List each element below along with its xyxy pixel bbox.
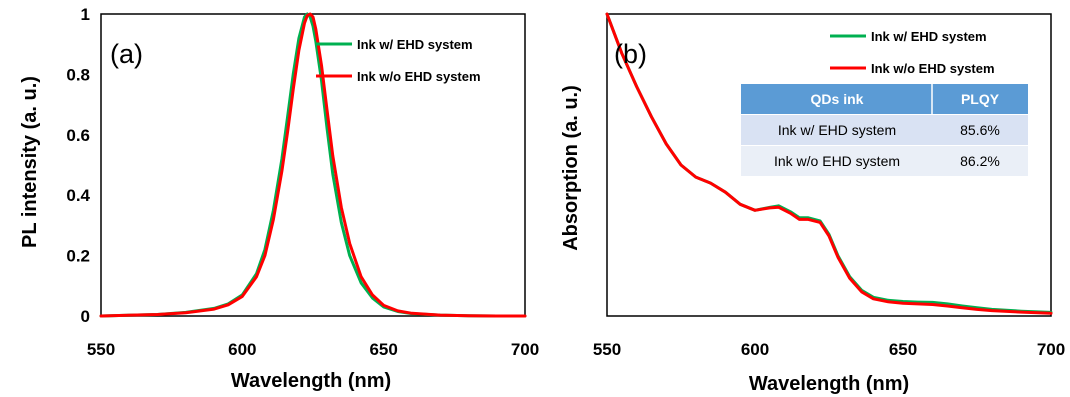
panel-a-legend-label-1: Ink w/ EHD system: [357, 37, 473, 52]
panel-a-series-lines: [99, 12, 527, 318]
plqy-table-header-bg: [741, 84, 1028, 114]
plqy-table: QDs ink PLQY Ink w/ EHD system 85.6% Ink…: [741, 84, 1028, 176]
panel-b-plot-frame: [606, 13, 1052, 317]
plqy-table-header-col1: QDs ink: [811, 91, 864, 107]
panel-a-x-tick-labels: 550 600 650 700: [87, 340, 539, 359]
panel-b-legend: Ink w/ EHD system Ink w/o EHD system: [830, 29, 995, 76]
panel-b-series-lines: [605, 12, 1053, 315]
panel-a-y-tick-1: 0.2: [66, 247, 90, 266]
panel-a-legend-label-2: Ink w/o EHD system: [357, 69, 481, 84]
panel-a-series-line-2: [99, 12, 527, 318]
panel-a-pl-chart: 0 0.2 0.4 0.6 0.8 1 550 600 650 700 (a) Waveleng…: [19, 5, 539, 392]
panel-a-y-tick-4: 0.8: [66, 65, 90, 84]
plqy-table-row-1-col1: Ink w/ EHD system: [778, 122, 896, 138]
panel-b-absorption-chart: 550 600 650 700 (b) Wavelength (nm) Absorpt…: [560, 12, 1065, 395]
panel-a-x-axis-title: Wavelength (nm): [231, 370, 391, 392]
panel-a-y-tick-0: 0: [81, 307, 90, 326]
panel-b-x-tick-2: 650: [889, 340, 917, 359]
plqy-table-row-2-col2: 86.2%: [960, 153, 1000, 169]
panel-a-y-axis-title: PL intensity (a. u.): [19, 76, 41, 248]
plqy-table-row-1-bg: [741, 115, 1028, 145]
panel-b-series-line-2: [605, 12, 1053, 315]
panel-a-x-tick-1: 600: [228, 340, 256, 359]
panel-a-y-tick-labels: 0 0.2 0.4 0.6 0.8 1: [66, 5, 90, 326]
panel-a-series-line-1: [99, 12, 527, 318]
panel-b-legend-label-2: Ink w/o EHD system: [871, 61, 995, 76]
panel-b-x-tick-3: 700: [1037, 340, 1065, 359]
plqy-table-row-2-bg: [741, 146, 1028, 176]
panel-b-y-axis-title: Absorption (a. u.): [560, 85, 582, 251]
plqy-table-row-2-col1: Ink w/o EHD system: [774, 153, 900, 169]
plqy-table-row-1-col2: 85.6%: [960, 122, 1000, 138]
panel-a-x-tick-2: 650: [369, 340, 397, 359]
panel-a-y-tick-3: 0.6: [66, 126, 90, 145]
panel-a-x-tick-0: 550: [87, 340, 115, 359]
panel-b-x-tick-1: 600: [741, 340, 769, 359]
panel-a-x-tick-3: 700: [511, 340, 539, 359]
panel-a-plot-frame: [100, 13, 526, 317]
panel-a-legend: Ink w/ EHD system Ink w/o EHD system: [316, 37, 481, 84]
panel-b-label: (b): [614, 39, 647, 69]
panel-a-y-tick-2: 0.4: [66, 186, 90, 205]
panel-b-legend-label-1: Ink w/ EHD system: [871, 29, 987, 44]
plqy-table-header-col2: PLQY: [961, 91, 1000, 107]
panel-b-x-axis-title: Wavelength (nm): [749, 373, 909, 395]
panel-a-y-tick-5: 1: [81, 5, 90, 24]
panel-b-x-tick-0: 550: [593, 340, 621, 359]
panel-b-x-tick-labels: 550 600 650 700: [593, 340, 1065, 359]
panel-a-label: (a): [110, 39, 143, 69]
